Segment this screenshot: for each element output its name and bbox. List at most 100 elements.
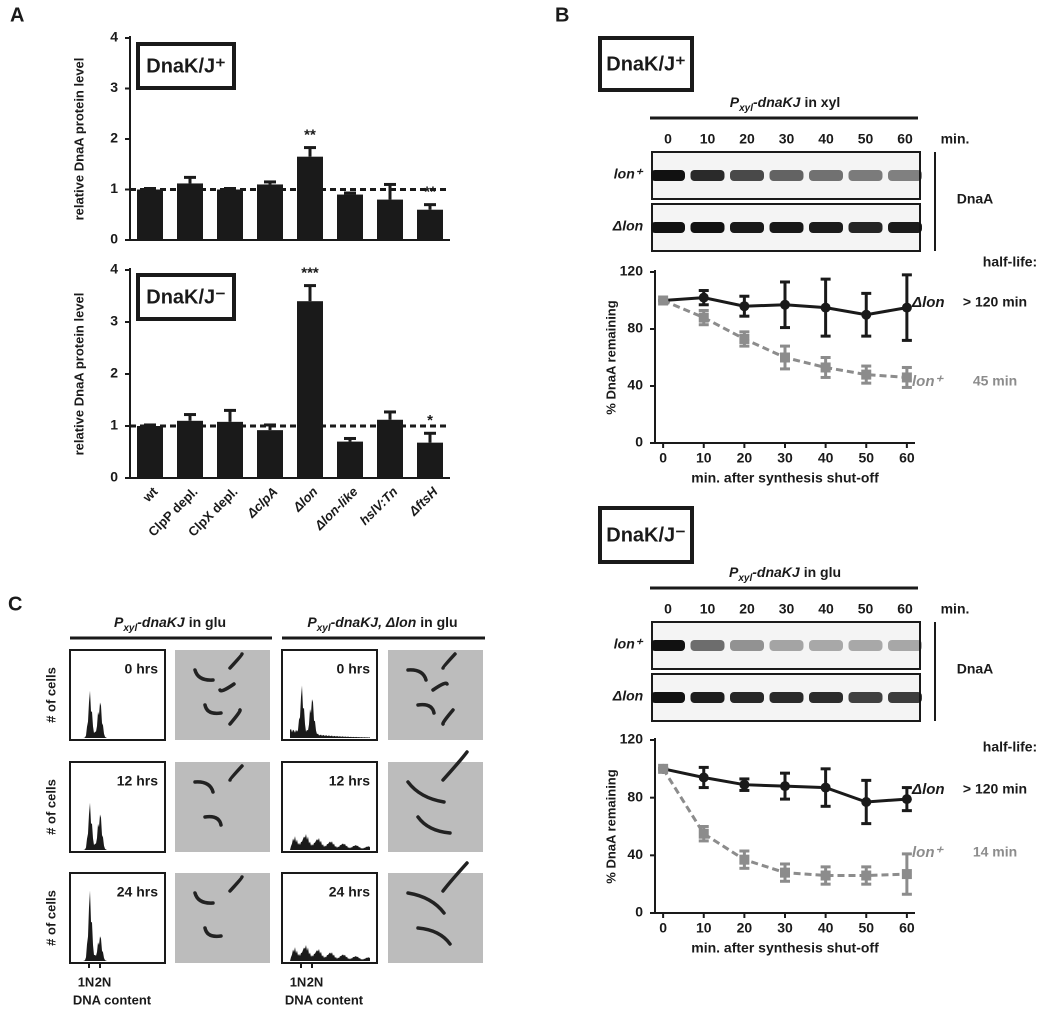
cell <box>406 668 428 682</box>
x-axis-label: min. after synthesis shut-off <box>691 470 879 486</box>
marker <box>698 312 709 323</box>
legend-label: Δlon <box>911 781 945 798</box>
blot-band <box>730 170 764 181</box>
x-tick-label: ΔftsH <box>405 484 441 520</box>
legend-title: half-life: <box>983 254 1037 270</box>
cell <box>406 780 446 804</box>
time-label: 0 <box>664 601 672 617</box>
cell <box>228 652 244 670</box>
x-tick-label: Δlon <box>289 484 320 515</box>
blot-band <box>809 640 843 651</box>
blot-band <box>848 222 883 233</box>
significance: *** <box>301 265 319 282</box>
histogram-box <box>281 761 378 853</box>
bar <box>337 441 363 478</box>
cell <box>416 815 452 835</box>
y-axis-label: % DnaA remaining <box>603 769 618 883</box>
y-tick-label: 0 <box>110 469 118 485</box>
flow-y-label: # of cells <box>43 667 58 723</box>
chart-title: DnaK/J⁺ <box>146 55 225 77</box>
marker <box>658 763 669 774</box>
timepoint-label: 24 hrs <box>329 884 370 900</box>
chart-title: DnaK/J⁻ <box>146 286 225 308</box>
histogram-box <box>69 872 166 964</box>
blot-band <box>888 692 922 703</box>
flow-header: Pxyl-dnaKJ in glu <box>114 614 226 634</box>
blot-band <box>848 170 883 181</box>
blot-band <box>690 170 725 181</box>
micrograph <box>388 873 483 963</box>
half-life: 45 min <box>973 373 1017 389</box>
micrograph <box>388 650 483 740</box>
micrograph <box>175 762 270 852</box>
y-tick-label: 0 <box>110 231 118 247</box>
x-tick-label: 20 <box>737 920 753 936</box>
marker <box>698 828 709 839</box>
micrograph <box>175 873 270 963</box>
bar <box>377 199 403 240</box>
bar <box>337 194 363 240</box>
y-tick-label: 120 <box>620 731 644 747</box>
cell <box>228 764 244 782</box>
marker <box>739 333 750 344</box>
blot-title: DnaK/J⁺ <box>606 53 685 75</box>
blot-protein: DnaA <box>957 661 994 677</box>
cell <box>416 702 436 715</box>
flow-header-part: xyl <box>316 623 331 634</box>
histogram <box>290 834 370 850</box>
x-tick-label: 30 <box>777 450 793 466</box>
marker <box>861 796 872 807</box>
flow-header-part: in glu <box>189 614 226 630</box>
micrograph <box>175 650 270 740</box>
y-tick-label: 1 <box>110 180 118 196</box>
y-tick-label: 3 <box>110 79 118 95</box>
blot-band <box>651 222 685 233</box>
blot-band <box>809 222 843 233</box>
timepoint-label: 12 hrs <box>329 773 370 789</box>
cell <box>203 814 223 827</box>
x-tick-label: 60 <box>899 920 915 936</box>
blot-band <box>690 640 725 651</box>
flow-header: Pxyl-dnaKJ, Δlon in glu <box>307 614 457 634</box>
bar <box>257 430 283 478</box>
marker <box>901 302 912 313</box>
marker <box>658 295 669 306</box>
bar <box>257 184 283 240</box>
half-life: 14 min <box>973 844 1017 860</box>
histogram <box>290 685 370 738</box>
marker <box>901 869 912 880</box>
y-tick-label: 2 <box>110 365 118 381</box>
x-tick-label: 0 <box>659 450 667 466</box>
flow-header-part: P <box>114 614 124 630</box>
cell <box>228 875 244 893</box>
x-tick-label: 10 <box>696 920 712 936</box>
flow-tick-label: 1N <box>290 974 307 989</box>
title-box <box>598 36 694 92</box>
blot-row-label: lon⁺ <box>614 166 644 182</box>
time-label: 20 <box>739 601 755 617</box>
histogram-box <box>281 649 378 741</box>
bar <box>137 426 163 478</box>
time-label: 10 <box>700 131 716 147</box>
blot-row-label: lon⁺ <box>614 636 644 652</box>
cell <box>441 861 469 893</box>
timepoint-label: 0 hrs <box>337 661 371 677</box>
x-tick-label: 20 <box>737 450 753 466</box>
timepoint-label: 24 hrs <box>117 884 158 900</box>
blot-header-part: in xyl <box>804 94 840 110</box>
time-label: 50 <box>858 601 874 617</box>
marker <box>820 870 831 881</box>
marker <box>820 782 831 793</box>
panel-label: C <box>8 593 22 615</box>
flow-tick-label: 2N <box>307 974 324 989</box>
x-tick-label: 50 <box>858 450 874 466</box>
blot-band <box>730 692 764 703</box>
x-tick-label: 40 <box>818 920 834 936</box>
blot-band <box>690 222 725 233</box>
legend-title: half-life: <box>983 739 1037 755</box>
y-tick-label: 0 <box>635 434 643 450</box>
bar <box>137 189 163 240</box>
marker <box>780 299 790 310</box>
cell <box>441 652 457 670</box>
time-unit: min. <box>941 131 970 147</box>
